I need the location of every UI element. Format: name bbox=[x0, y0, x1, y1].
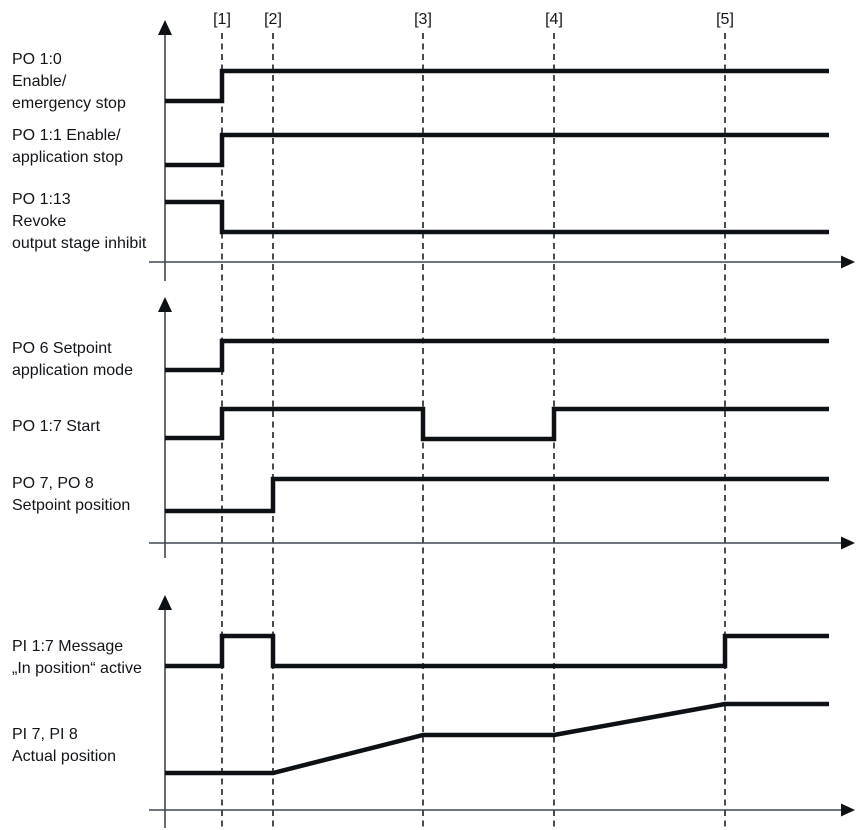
time-marker-label-3: [3] bbox=[414, 11, 432, 28]
signal-label-pi-1-7: PI 1:7 Message „In position“ active bbox=[12, 636, 142, 680]
label-line: PO 1:7 Start bbox=[12, 418, 101, 435]
label-line: Revoke bbox=[12, 213, 67, 230]
time-marker-label-2: [2] bbox=[264, 11, 282, 28]
label-line: PO 7, PO 8 bbox=[12, 475, 94, 492]
label-line: PO 1:1 Enable/ bbox=[12, 127, 121, 144]
signal-label-po-1-13: PO 1:13 Revoke output stage inhibit bbox=[12, 189, 146, 255]
label-line: PO 1:13 bbox=[12, 191, 71, 208]
label-line: „In position“ active bbox=[12, 660, 142, 677]
label-line: PO 6 Setpoint bbox=[12, 340, 112, 357]
time-marker-label-4: [4] bbox=[545, 11, 563, 28]
time-marker-label-1: [1] bbox=[213, 11, 231, 28]
signal-label-po-6: PO 6 Setpoint application mode bbox=[12, 338, 133, 382]
signal-label-po-1-7: PO 1:7 Start bbox=[12, 416, 100, 438]
label-line: PO 1:0 bbox=[12, 51, 62, 68]
label-line: application stop bbox=[12, 149, 124, 166]
label-line: PI 1:7 Message bbox=[12, 638, 124, 655]
signal-label-po-1-1: PO 1:1 Enable/ application stop bbox=[12, 125, 123, 169]
label-line: Actual position bbox=[12, 748, 117, 765]
label-line: Enable/ bbox=[12, 73, 67, 90]
time-marker-label-5: [5] bbox=[716, 11, 734, 28]
signal-label-po-7-po-8: PO 7, PO 8 Setpoint position bbox=[12, 473, 130, 517]
signal-label-pi-7-pi-8: PI 7, PI 8 Actual position bbox=[12, 724, 116, 768]
label-line: emergency stop bbox=[12, 95, 126, 112]
label-line: PI 7, PI 8 bbox=[12, 726, 78, 743]
label-line: output stage inhibit bbox=[12, 235, 147, 252]
signal-label-po-1-0: PO 1:0 Enable/ emergency stop bbox=[12, 49, 126, 115]
label-line: Setpoint position bbox=[12, 497, 131, 514]
label-line: application mode bbox=[12, 362, 133, 379]
